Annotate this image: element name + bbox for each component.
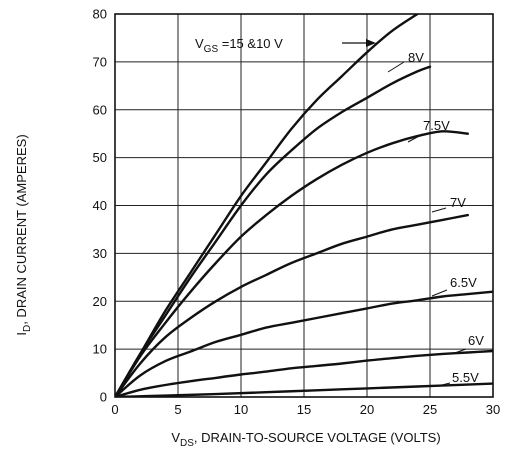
x-tick-label-5: 25 — [423, 402, 437, 417]
y-tick-label-2: 20 — [93, 294, 107, 309]
x-tick-label-1: 5 — [174, 402, 181, 417]
curve-5 — [115, 349, 493, 397]
y-tick-label-3: 30 — [93, 246, 107, 261]
curve-label-main-2: 7.5V — [423, 118, 450, 133]
curve-leader-1 — [387, 61, 405, 73]
curve-leader-3 — [431, 207, 447, 213]
curve-label-4: 6.5V — [450, 275, 477, 290]
y-tick-label-7: 70 — [93, 54, 107, 69]
x-axis-title: VDS, DRAIN-TO-SOURCE VOLTAGE (VOLTS) — [171, 430, 440, 449]
curve-6 — [115, 382, 493, 397]
y-axis-title-sub: D — [22, 325, 33, 332]
curve-2 — [115, 130, 469, 397]
curve-label-main-4: 6.5V — [450, 275, 477, 290]
curve-label-5: 6V — [468, 333, 484, 348]
y-axis-title-main: I — [14, 332, 29, 336]
curve-1 — [115, 65, 432, 397]
x-tick-label-6: 30 — [486, 402, 500, 417]
y-tick-label-4: 40 — [93, 198, 107, 213]
grid — [114, 13, 494, 398]
x-tick-label-3: 15 — [297, 402, 311, 417]
curve-label-sub-0: GS — [204, 44, 219, 55]
y-tick-label-0: 0 — [100, 390, 107, 405]
curve-label-main-6: 5.5V — [452, 370, 479, 385]
curve-label-main-1: 8V — [408, 50, 424, 65]
x-tick-label-0: 0 — [111, 402, 118, 417]
curve-label-rest-0: =15 &10 V — [218, 36, 283, 51]
label-arrowhead — [366, 39, 376, 47]
curve-label-2: 7.5V — [423, 118, 450, 133]
x-tick-label-4: 20 — [360, 402, 374, 417]
plot-frame — [114, 13, 494, 398]
curve-leader-5 — [451, 348, 467, 355]
curve-3 — [115, 213, 469, 397]
curve-label-1: 8V — [408, 50, 424, 65]
curve-leader-2 — [407, 133, 424, 143]
x-axis-title-sub: DS — [180, 438, 194, 449]
curve-label-main-3: 7V — [450, 195, 466, 210]
y-tick-label-6: 60 — [93, 102, 107, 117]
curve-label-6: 5.5V — [452, 370, 479, 385]
x-tick-label-2: 10 — [234, 402, 248, 417]
x-axis-title-main: V — [171, 430, 180, 445]
curves — [115, 14, 493, 397]
tick-labels: 0 5 10 15 20 25 30 0 10 20 30 40 50 60 70 80 — [93, 7, 501, 418]
y-axis-title: ID, DRAIN CURRENT (AMPERES) — [14, 134, 33, 335]
curve-4 — [115, 290, 493, 397]
y-tick-label-5: 50 — [93, 150, 107, 165]
curve-label-main-5: 6V — [468, 333, 484, 348]
curve-0 — [115, 14, 419, 397]
curve-leader-4 — [431, 289, 448, 297]
curve-label-3: 7V — [450, 195, 466, 210]
y-tick-label-1: 10 — [93, 342, 107, 357]
curve-label-main-0: V — [195, 36, 204, 51]
curve-labels: VGS =15 &10 V 8V 7.5V 7V 6.5V 6V 5.5V — [195, 36, 484, 387]
y-axis-title-rest: , DRAIN CURRENT (AMPERES) — [14, 134, 29, 324]
y-tick-label-8: 80 — [93, 7, 107, 22]
curve-label-0: VGS =15 &10 V — [195, 36, 283, 55]
x-axis-title-rest: , DRAIN-TO-SOURCE VOLTAGE (VOLTS) — [194, 430, 441, 445]
curve-leader-6 — [437, 382, 451, 387]
